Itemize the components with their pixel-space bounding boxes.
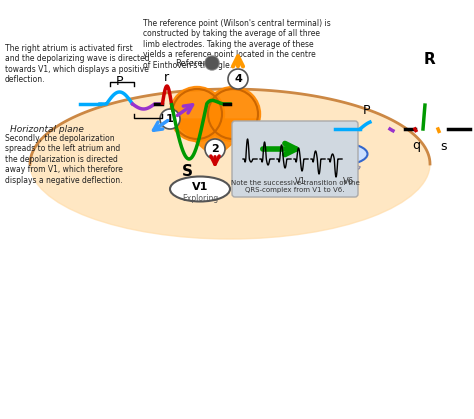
Text: Note the successive transition of the
QRS-complex from V1 to V6.: Note the successive transition of the QR…	[231, 180, 359, 193]
Text: P: P	[363, 104, 371, 117]
Text: 4: 4	[234, 74, 242, 84]
Text: The right atrium is activated first
and the depolarizing wave is directed
toward: The right atrium is activated first and …	[5, 44, 150, 84]
Text: 3: 3	[254, 144, 262, 154]
Text: 2: 2	[211, 144, 219, 154]
Text: R: R	[424, 52, 436, 67]
Text: s: s	[441, 140, 447, 153]
Text: Reference: Reference	[175, 59, 218, 67]
Text: q: q	[412, 139, 420, 152]
Text: 1: 1	[166, 114, 174, 124]
Circle shape	[228, 69, 248, 89]
Ellipse shape	[312, 143, 367, 165]
Text: V5: V5	[330, 147, 346, 157]
Circle shape	[160, 109, 180, 129]
Text: V1: V1	[295, 177, 306, 186]
Circle shape	[248, 139, 268, 159]
Circle shape	[205, 56, 219, 70]
Text: P: P	[116, 75, 123, 88]
FancyBboxPatch shape	[232, 121, 358, 197]
Text: Secondly, the depolarization
spreads to the left atrium and
the depolarization i: Secondly, the depolarization spreads to …	[5, 134, 123, 185]
Ellipse shape	[170, 86, 225, 142]
Text: S: S	[182, 164, 192, 179]
Text: Exploring: Exploring	[182, 194, 218, 204]
Circle shape	[206, 57, 218, 69]
Ellipse shape	[30, 89, 430, 239]
Text: Exploring: Exploring	[333, 151, 361, 171]
Polygon shape	[170, 119, 260, 159]
Text: Horizontal plane: Horizontal plane	[10, 124, 84, 134]
Ellipse shape	[206, 86, 261, 142]
Text: V1: V1	[192, 182, 208, 192]
Text: V6: V6	[343, 177, 354, 186]
Text: The reference point (Wilson's central terminal) is
constructed by taking the ave: The reference point (Wilson's central te…	[143, 19, 331, 70]
Ellipse shape	[170, 176, 230, 202]
Circle shape	[205, 139, 225, 159]
Text: r: r	[164, 71, 169, 84]
